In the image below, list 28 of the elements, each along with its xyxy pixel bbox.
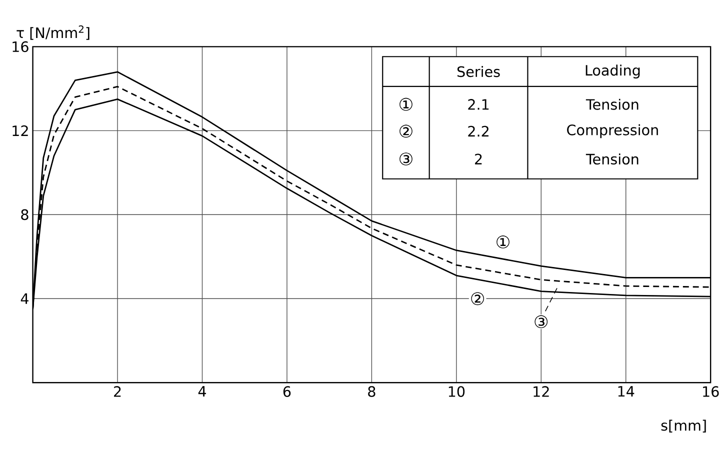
y-tick-label: 8 bbox=[21, 209, 28, 220]
annotation: 2.1 bbox=[468, 98, 489, 110]
annotation: Tension bbox=[586, 98, 638, 110]
annotation: 2.2 bbox=[468, 126, 488, 136]
x-tick-label: 4 bbox=[198, 386, 206, 396]
annotation: Series bbox=[457, 66, 500, 77]
annotation: Compression bbox=[567, 124, 658, 138]
x-tick-label: 14 bbox=[618, 386, 634, 396]
x-tick-label: 2 bbox=[114, 386, 121, 397]
legend-label: ③ bbox=[534, 315, 548, 328]
text: ② bbox=[400, 124, 412, 138]
text: ① bbox=[400, 98, 412, 111]
annotation: Loading bbox=[586, 64, 640, 78]
x-tick-label: 10 bbox=[448, 386, 465, 397]
annotation: Tension bbox=[586, 153, 638, 164]
x-tick-label: 12 bbox=[534, 386, 549, 397]
y-tick-label: 12 bbox=[12, 125, 28, 136]
x-axis-title: s[mm] bbox=[661, 420, 706, 432]
y-tick-label: 16 bbox=[12, 41, 28, 52]
series-label: ① bbox=[496, 235, 510, 248]
y-axis-title: τ [N/mm$^{2}$] bbox=[16, 25, 90, 40]
x-tick-label: 6 bbox=[283, 386, 291, 397]
annotation: 2 bbox=[475, 154, 482, 164]
text: ③ bbox=[400, 152, 412, 166]
y-tick-label: 4 bbox=[20, 293, 28, 304]
series-label: ② bbox=[471, 292, 484, 305]
x-tick-label: 8 bbox=[368, 386, 376, 397]
x-tick-label: 16 bbox=[703, 386, 719, 397]
